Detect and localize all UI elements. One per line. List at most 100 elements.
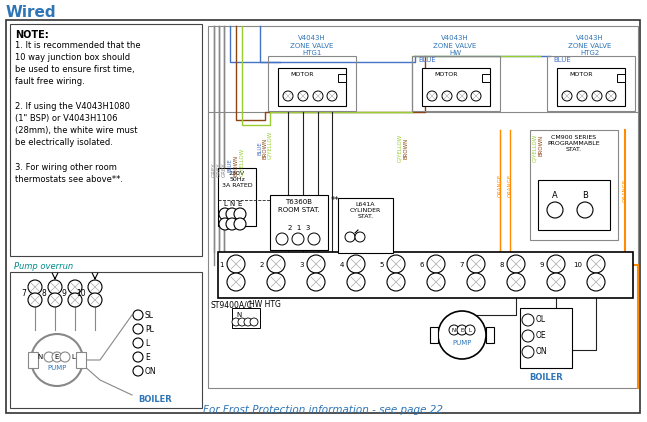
Circle shape xyxy=(547,273,565,291)
Circle shape xyxy=(44,352,54,362)
Bar xyxy=(412,56,500,111)
Circle shape xyxy=(276,233,288,245)
Circle shape xyxy=(307,255,325,273)
Circle shape xyxy=(28,280,42,294)
Text: T6360B
ROOM STAT.: T6360B ROOM STAT. xyxy=(278,199,320,213)
Text: ON: ON xyxy=(536,347,547,357)
Bar xyxy=(520,308,572,368)
Text: BOILER: BOILER xyxy=(529,373,563,382)
Text: Pump overrun: Pump overrun xyxy=(14,262,73,271)
Text: A: A xyxy=(552,190,558,200)
Text: BROWN: BROWN xyxy=(263,138,267,159)
Circle shape xyxy=(387,255,405,273)
Text: L: L xyxy=(223,201,227,207)
Text: G/YELLOW: G/YELLOW xyxy=(532,134,538,162)
Circle shape xyxy=(327,91,337,101)
Circle shape xyxy=(219,208,231,220)
Text: BROWN: BROWN xyxy=(234,154,239,176)
Text: 8: 8 xyxy=(499,262,504,268)
Text: MOTOR: MOTOR xyxy=(434,72,457,77)
Circle shape xyxy=(307,273,325,291)
Text: 7: 7 xyxy=(459,262,464,268)
Bar xyxy=(482,74,490,82)
Circle shape xyxy=(52,352,62,362)
Text: E: E xyxy=(55,354,59,360)
Circle shape xyxy=(467,273,485,291)
Circle shape xyxy=(547,202,563,218)
Circle shape xyxy=(313,91,323,101)
Text: OL: OL xyxy=(536,316,546,325)
Text: B: B xyxy=(582,190,588,200)
Circle shape xyxy=(465,325,475,335)
Circle shape xyxy=(28,293,42,307)
Circle shape xyxy=(427,273,445,291)
Bar xyxy=(617,74,625,82)
Circle shape xyxy=(292,233,304,245)
Text: BLUE: BLUE xyxy=(553,57,571,63)
Text: L: L xyxy=(145,338,149,347)
Circle shape xyxy=(606,91,616,101)
Circle shape xyxy=(449,325,459,335)
Text: PL: PL xyxy=(145,325,154,333)
Circle shape xyxy=(587,273,605,291)
Circle shape xyxy=(522,330,534,342)
Bar xyxy=(538,180,610,230)
Circle shape xyxy=(226,218,238,230)
Circle shape xyxy=(507,255,525,273)
Text: 7: 7 xyxy=(21,289,26,298)
Text: BLUE: BLUE xyxy=(258,141,263,155)
Circle shape xyxy=(219,218,231,230)
Circle shape xyxy=(244,318,252,326)
Circle shape xyxy=(577,202,593,218)
Circle shape xyxy=(227,273,245,291)
Circle shape xyxy=(232,318,240,326)
Text: V4043H
ZONE VALVE
HW: V4043H ZONE VALVE HW xyxy=(433,35,477,56)
Circle shape xyxy=(31,334,83,386)
Text: BLUE: BLUE xyxy=(418,57,435,63)
Text: G/YELLOW: G/YELLOW xyxy=(239,148,245,176)
Text: BOILER: BOILER xyxy=(138,395,172,405)
Text: 230V
50Hz
3A RATED: 230V 50Hz 3A RATED xyxy=(222,171,252,188)
Bar xyxy=(422,68,490,106)
Text: 3: 3 xyxy=(300,262,304,268)
Text: 9: 9 xyxy=(61,289,66,298)
Text: 1: 1 xyxy=(219,262,224,268)
Circle shape xyxy=(267,273,285,291)
Text: Wired: Wired xyxy=(6,5,57,19)
Text: MOTOR: MOTOR xyxy=(569,72,593,77)
Circle shape xyxy=(438,311,486,359)
Text: 2: 2 xyxy=(259,262,264,268)
Circle shape xyxy=(250,318,258,326)
Text: ORANGE: ORANGE xyxy=(622,179,628,202)
Circle shape xyxy=(88,280,102,294)
Text: 5: 5 xyxy=(380,262,384,268)
Text: GREY: GREY xyxy=(212,163,217,177)
Circle shape xyxy=(133,338,143,348)
Bar xyxy=(486,327,494,343)
Circle shape xyxy=(467,255,485,273)
Circle shape xyxy=(345,232,355,242)
Circle shape xyxy=(68,293,82,307)
Text: MOTOR: MOTOR xyxy=(291,72,314,77)
Text: L: L xyxy=(468,327,472,333)
Circle shape xyxy=(522,314,534,326)
Text: PUMP: PUMP xyxy=(452,340,472,346)
Bar xyxy=(232,308,260,328)
Circle shape xyxy=(427,255,445,273)
Circle shape xyxy=(507,273,525,291)
Text: ORANGE: ORANGE xyxy=(498,173,503,197)
Circle shape xyxy=(457,91,467,101)
Text: E: E xyxy=(145,352,149,362)
Circle shape xyxy=(234,208,246,220)
Text: 2  1  3: 2 1 3 xyxy=(288,225,310,231)
Text: G/YELLOW: G/YELLOW xyxy=(267,131,272,159)
Circle shape xyxy=(283,91,293,101)
Text: ORANGE: ORANGE xyxy=(507,173,512,197)
Circle shape xyxy=(547,255,565,273)
Circle shape xyxy=(562,91,572,101)
Circle shape xyxy=(60,352,70,362)
Circle shape xyxy=(387,273,405,291)
Text: L: L xyxy=(71,354,75,360)
Circle shape xyxy=(267,255,285,273)
Text: V4043H
ZONE VALVE
HTG2: V4043H ZONE VALVE HTG2 xyxy=(568,35,611,56)
